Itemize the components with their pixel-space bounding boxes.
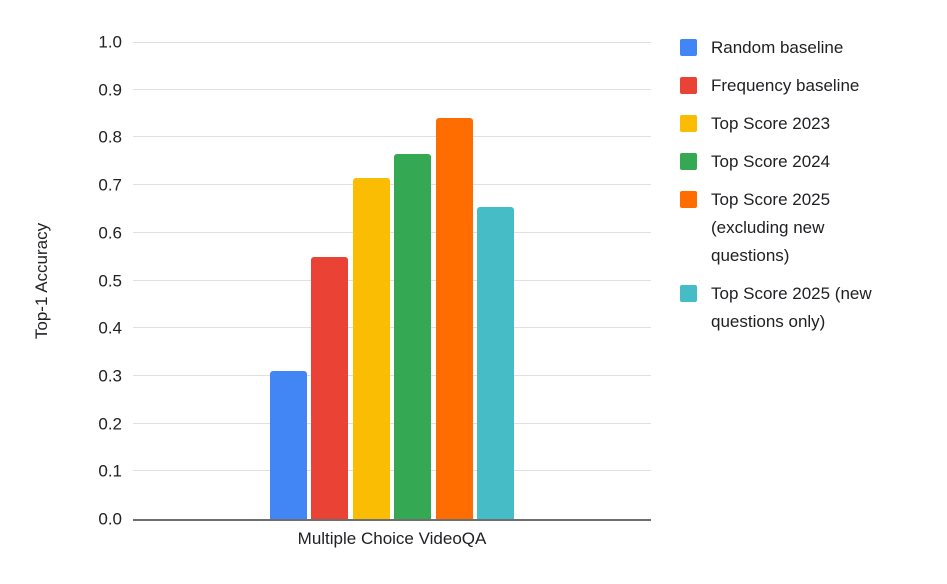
legend-label: Top Score 2024 [711, 152, 831, 171]
legend-item: Top Score 2024 [680, 148, 935, 176]
gridline [133, 184, 651, 185]
y-tick-label: 0.8 [98, 127, 122, 147]
gridline [133, 232, 651, 233]
legend-label: Frequency baseline [711, 76, 860, 95]
y-tick-label: 0.5 [98, 271, 122, 291]
y-tick-label: 0.3 [98, 366, 122, 386]
y-tick-label: 0.6 [98, 223, 122, 243]
legend-swatch [680, 285, 697, 302]
legend-label: Random baseline [711, 38, 844, 57]
bar [311, 257, 348, 519]
gridline [133, 470, 651, 471]
gridline [133, 327, 651, 328]
bar [477, 207, 514, 519]
gridline [133, 375, 651, 376]
x-axis-label: Multiple Choice VideoQA [297, 529, 487, 548]
y-tick-label: 0.0 [98, 509, 122, 529]
legend-item: Top Score 2025 (excluding new questions) [680, 186, 935, 270]
bar [436, 118, 473, 519]
legend-swatch [680, 153, 697, 170]
gridline [133, 423, 651, 424]
gridline [133, 42, 651, 43]
legend-item: Random baseline [680, 34, 935, 62]
legend-label: Top Score 2025 (excluding new questions) [711, 190, 831, 265]
bar [394, 154, 431, 519]
legend-item: Frequency baseline [680, 72, 935, 100]
y-tick-label: 0.1 [98, 461, 122, 481]
legend-swatch [680, 115, 697, 132]
gridline [133, 89, 651, 90]
legend: Random baseline Frequency baseline Top Sco… [680, 34, 935, 336]
y-tick-label: 1.0 [98, 32, 122, 52]
y-tick-label: 0.2 [98, 414, 122, 434]
y-tick-label: 0.4 [98, 318, 122, 338]
gridline [133, 280, 651, 281]
gridline [133, 136, 651, 137]
legend-label: Top Score 2025 (new questions only) [711, 284, 872, 331]
plot-area: 0.0 0.1 0.2 0.3 0.4 0.5 0.6 0.7 0.8 0.9 1.0 [98, 34, 651, 528]
legend-item: Top Score 2025 (new questions only) [680, 280, 935, 336]
legend-label: Top Score 2023 [711, 114, 831, 133]
y-axis-title: Top-1 Accuracy [32, 222, 51, 340]
legend-swatch [680, 191, 697, 208]
y-tick-label: 0.9 [98, 80, 122, 100]
legend-swatch [680, 39, 697, 56]
legend-swatch [680, 77, 697, 94]
legend-item: Top Score 2023 [680, 110, 935, 138]
bar [270, 371, 307, 519]
y-tick-label: 0.7 [98, 175, 122, 195]
bar [353, 178, 390, 519]
